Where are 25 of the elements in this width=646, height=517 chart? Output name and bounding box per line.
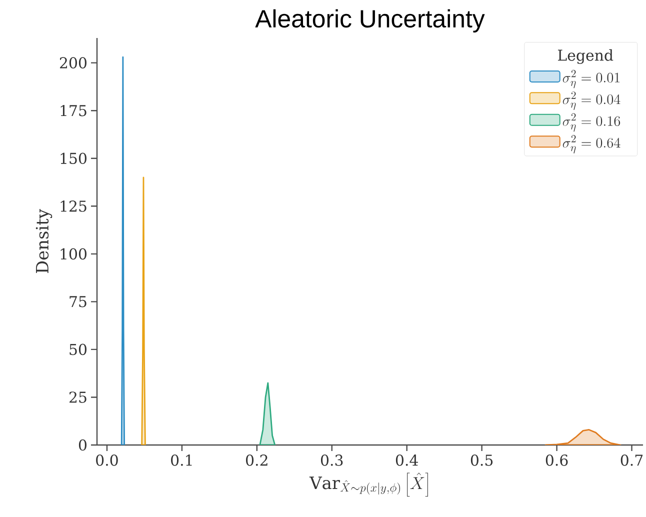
- y-tick-label: 100: [60, 248, 86, 260]
- legend-title: Legend: [558, 49, 614, 64]
- x-tick-label: 0.6: [546, 454, 568, 466]
- y-tick-label: 50: [70, 344, 86, 356]
- legend-label: $\sigma_\eta^2 = 0.01$: [562, 70, 620, 88]
- y-tick-label: 75: [70, 296, 86, 308]
- y-tick-label: 200: [60, 57, 86, 68]
- legend-label: $\sigma_\eta^2 = 0.64$: [562, 135, 620, 154]
- x-tick-label: 0.1: [171, 454, 192, 466]
- x-tick-label: 0.0: [96, 454, 118, 466]
- legend-label: $\sigma_\eta^2 = 0.16$: [562, 113, 620, 132]
- x-tick-label: 0.3: [320, 454, 343, 466]
- legend-label: $\sigma_\eta^2 = 0.04$: [562, 92, 620, 110]
- chart-title: Aleatoric Uncertainty: [255, 9, 485, 33]
- x-tick-label: 0.2: [246, 454, 268, 466]
- x-tick-label: 0.7: [620, 454, 643, 466]
- x-tick-label: 0.5: [470, 454, 493, 466]
- x-axis-title: $\mathrm{Var}_{\hat{X}\sim p(x|y,\phi)}\left[\hat{X}\right]$: [309, 472, 428, 497]
- x-tick-label: 0.4: [396, 454, 418, 466]
- y-tick-label: 25: [69, 392, 86, 403]
- y-tick-label: 0: [78, 439, 86, 451]
- y-tick-label: 175: [60, 104, 86, 116]
- y-axis-title: Density: [36, 209, 52, 274]
- y-tick-label: 150: [60, 152, 86, 164]
- y-tick-label: 125: [60, 200, 86, 212]
